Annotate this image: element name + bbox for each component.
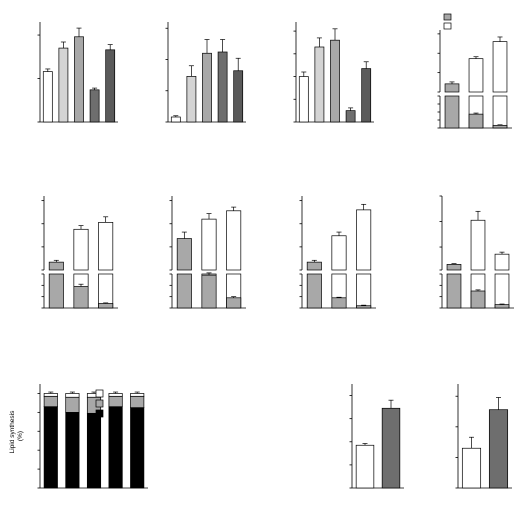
uptake-bar-glutamine bbox=[494, 253, 510, 271]
bar-22rv1 bbox=[89, 89, 100, 123]
stack-glutamine-pc-3 bbox=[130, 393, 145, 397]
uptake-bar-glutamine bbox=[356, 209, 372, 271]
bar-22rv1 bbox=[345, 110, 356, 123]
legend-swatch-oleate bbox=[95, 409, 104, 418]
synthesis-bar-oleate bbox=[444, 95, 460, 129]
uptake-bar-glucose bbox=[73, 228, 89, 271]
bar-pc-3 bbox=[361, 68, 372, 123]
bar-pnt1 bbox=[170, 116, 181, 123]
synthesis-bar-glutamine bbox=[356, 305, 372, 309]
stack-glutamine-pnt1 bbox=[43, 393, 58, 397]
synthesis-bar-glucose bbox=[201, 274, 217, 309]
synthesis-bar-oleate bbox=[48, 273, 64, 309]
synthesis-bar-glutamine bbox=[494, 304, 510, 309]
uptake-bar-glucose bbox=[201, 218, 217, 271]
uptake-bar-glucose bbox=[468, 58, 484, 93]
bar-80 bbox=[461, 447, 482, 489]
y-axis-label: Lipid synthesis bbox=[9, 410, 16, 453]
uptake-bar-lower-glutamine bbox=[494, 273, 510, 309]
bar-lncap bbox=[58, 47, 69, 123]
synthesis-bar-oleate bbox=[306, 273, 322, 309]
bar-150 bbox=[381, 407, 401, 489]
bar-300 bbox=[488, 409, 509, 489]
stack-glucose-pnt1 bbox=[43, 395, 58, 408]
stack-oleate-pnt1 bbox=[43, 406, 58, 489]
y-axis-unit: (%) bbox=[17, 431, 24, 441]
synthesis-bar-glutamine bbox=[492, 124, 508, 129]
bar-22rv1 bbox=[217, 51, 228, 123]
bar-c4-2b bbox=[330, 39, 340, 123]
bar-lncap bbox=[314, 46, 325, 123]
bar-20 bbox=[355, 444, 375, 489]
synthesis-bar-glucose bbox=[468, 113, 484, 129]
synthesis-bar-glucose bbox=[73, 286, 89, 309]
bar-pc-3 bbox=[105, 49, 116, 123]
bar-c4-2b bbox=[202, 52, 212, 123]
uptake-bar-glucose bbox=[470, 219, 486, 271]
stack-oleate-c4-2b bbox=[86, 412, 102, 489]
synthesis-bar-upper-oleate bbox=[446, 264, 462, 271]
legend-swatch-total-uptake bbox=[443, 22, 452, 30]
uptake-bar-glutamine bbox=[98, 222, 114, 271]
synthesis-bar-oleate bbox=[176, 273, 192, 309]
synthesis-bar-upper-oleate bbox=[176, 238, 192, 271]
bar-c4-2b bbox=[74, 36, 84, 123]
bar-pnt1 bbox=[42, 71, 53, 123]
synthesis-bar-glutamine bbox=[98, 303, 114, 309]
synthesis-bar-upper-oleate bbox=[48, 261, 64, 271]
synthesis-bar-glutamine bbox=[226, 297, 242, 309]
synthesis-bar-glucose bbox=[331, 297, 347, 309]
bar-pnt1 bbox=[298, 76, 309, 123]
bar-lncap bbox=[186, 76, 197, 123]
legend-swatch-glutamine bbox=[95, 389, 104, 398]
stack-glutamine-22rv1 bbox=[108, 393, 123, 397]
stack-glucose-22rv1 bbox=[108, 395, 123, 408]
synthesis-bar-glucose bbox=[470, 290, 486, 309]
stack-glutamine-lncap bbox=[65, 393, 80, 398]
stack-glucose-lncap bbox=[65, 396, 80, 413]
stack-glucose-pc-3 bbox=[130, 395, 145, 408]
stack-oleate-22rv1 bbox=[108, 406, 123, 489]
uptake-bar-lower-glutamine bbox=[356, 273, 372, 309]
bar-pc-3 bbox=[233, 70, 244, 123]
uptake-bar-glucose bbox=[331, 235, 347, 271]
synthesis-bar-oleate bbox=[446, 273, 462, 309]
stack-oleate-pc-3 bbox=[130, 407, 145, 489]
synthesis-bar-upper-oleate bbox=[444, 83, 460, 93]
uptake-bar-glutamine bbox=[226, 210, 242, 271]
legend-swatch-lipid-synthesis bbox=[443, 13, 452, 21]
legend-swatch-glucose bbox=[95, 399, 104, 408]
uptake-bar-glutamine bbox=[492, 41, 508, 93]
synthesis-bar-upper-oleate bbox=[306, 261, 322, 271]
uptake-bar-lower-glutamine bbox=[492, 95, 508, 129]
stack-oleate-lncap bbox=[65, 412, 80, 489]
